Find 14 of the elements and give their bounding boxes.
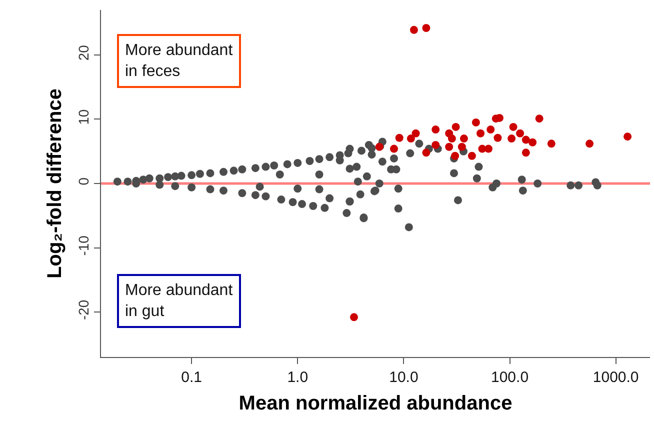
x-axis-title: Mean normalized abundance (238, 392, 512, 414)
annotation: More abundant in gut (125, 282, 234, 320)
y-tick-label: -10 (75, 235, 92, 256)
x-tick-label: 1.0 (287, 369, 308, 386)
x-tick-label: 10.0 (389, 369, 418, 386)
y-axis-title: Log₂-fold difference (44, 88, 66, 278)
y-tick-label: 0 (75, 177, 92, 186)
y-tick-label: 10 (75, 109, 92, 125)
x-tick-label: 100.0 (490, 369, 529, 386)
y-tick-label: 20 (75, 44, 92, 61)
annotation: More abundant in feces (125, 42, 234, 80)
x-tick-label: 0.1 (181, 369, 202, 386)
y-tick-label: -20 (75, 300, 92, 320)
x-tick-label: 1000.0 (592, 369, 639, 386)
